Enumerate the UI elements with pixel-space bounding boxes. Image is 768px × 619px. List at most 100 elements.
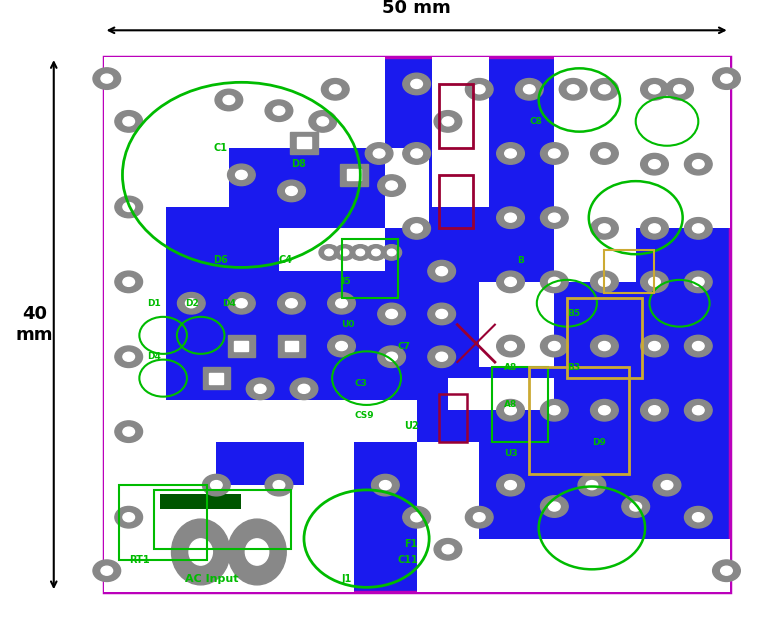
Bar [229, 148, 279, 207]
Circle shape [497, 143, 525, 164]
Circle shape [641, 79, 668, 100]
Bar [210, 373, 223, 384]
Circle shape [666, 79, 694, 100]
Text: U2: U2 [404, 422, 419, 431]
Circle shape [411, 513, 422, 522]
Circle shape [693, 342, 704, 350]
Bar [167, 207, 229, 261]
Circle shape [591, 399, 618, 421]
Circle shape [227, 293, 255, 314]
Bar [297, 137, 311, 148]
Polygon shape [416, 443, 730, 592]
Circle shape [177, 293, 205, 314]
Circle shape [322, 79, 349, 100]
Circle shape [386, 181, 397, 190]
Text: D9: D9 [592, 438, 606, 447]
Circle shape [497, 271, 525, 293]
Bar [342, 239, 398, 298]
Circle shape [115, 506, 143, 528]
Circle shape [684, 335, 712, 357]
Text: C1: C1 [214, 143, 227, 153]
Bar [529, 368, 630, 474]
Circle shape [649, 405, 660, 415]
Circle shape [442, 117, 454, 126]
Text: 50 mm: 50 mm [382, 0, 451, 17]
Circle shape [713, 68, 740, 89]
Circle shape [559, 79, 587, 100]
Circle shape [378, 346, 406, 368]
Circle shape [598, 149, 611, 158]
Circle shape [641, 218, 668, 239]
Circle shape [720, 74, 732, 83]
Bar [347, 170, 361, 180]
Circle shape [591, 79, 618, 100]
Circle shape [123, 427, 134, 436]
Circle shape [93, 560, 121, 581]
Polygon shape [104, 314, 217, 485]
Circle shape [436, 310, 448, 318]
Polygon shape [448, 378, 554, 410]
Circle shape [497, 335, 525, 357]
Text: A8: A8 [505, 400, 518, 409]
Bar [340, 164, 368, 186]
Circle shape [548, 213, 560, 222]
Circle shape [693, 277, 704, 287]
Polygon shape [554, 57, 730, 282]
Circle shape [684, 218, 712, 239]
Bar [154, 490, 291, 549]
Circle shape [290, 378, 318, 400]
Ellipse shape [189, 539, 213, 565]
Circle shape [123, 202, 134, 212]
Polygon shape [104, 485, 354, 592]
Bar [290, 132, 318, 154]
Circle shape [350, 245, 370, 260]
Text: C8: C8 [529, 117, 542, 126]
Bar [277, 335, 305, 357]
Circle shape [713, 560, 740, 581]
Circle shape [548, 277, 560, 287]
Circle shape [387, 249, 396, 256]
Circle shape [223, 95, 235, 105]
Text: AC Input: AC Input [185, 574, 239, 584]
Text: B5: B5 [567, 310, 580, 318]
Circle shape [598, 85, 611, 94]
Polygon shape [279, 228, 386, 271]
Circle shape [693, 160, 704, 169]
Circle shape [340, 249, 349, 256]
Circle shape [442, 545, 454, 554]
Circle shape [649, 85, 660, 94]
Circle shape [286, 186, 297, 196]
Text: D4: D4 [223, 299, 237, 308]
Text: U0: U0 [342, 320, 355, 329]
Circle shape [505, 277, 516, 287]
Bar [104, 57, 730, 592]
Text: B3: B3 [567, 363, 580, 372]
Circle shape [674, 85, 685, 94]
Circle shape [265, 100, 293, 121]
Circle shape [286, 299, 297, 308]
Circle shape [591, 143, 618, 164]
Circle shape [505, 480, 516, 490]
Circle shape [684, 506, 712, 528]
Circle shape [434, 539, 462, 560]
Circle shape [93, 68, 121, 89]
Circle shape [210, 480, 222, 490]
Circle shape [236, 170, 247, 180]
Circle shape [428, 261, 455, 282]
Circle shape [515, 79, 543, 100]
Circle shape [382, 245, 402, 260]
Circle shape [473, 513, 485, 522]
Circle shape [402, 218, 430, 239]
Circle shape [641, 399, 668, 421]
Circle shape [649, 342, 660, 350]
Circle shape [649, 277, 660, 287]
Circle shape [434, 111, 462, 132]
Text: J1: J1 [342, 574, 352, 584]
Circle shape [497, 399, 525, 421]
Ellipse shape [245, 539, 269, 565]
Circle shape [436, 267, 448, 275]
Circle shape [505, 213, 516, 222]
Circle shape [402, 73, 430, 95]
Text: F1: F1 [404, 539, 418, 549]
Bar [439, 394, 467, 443]
